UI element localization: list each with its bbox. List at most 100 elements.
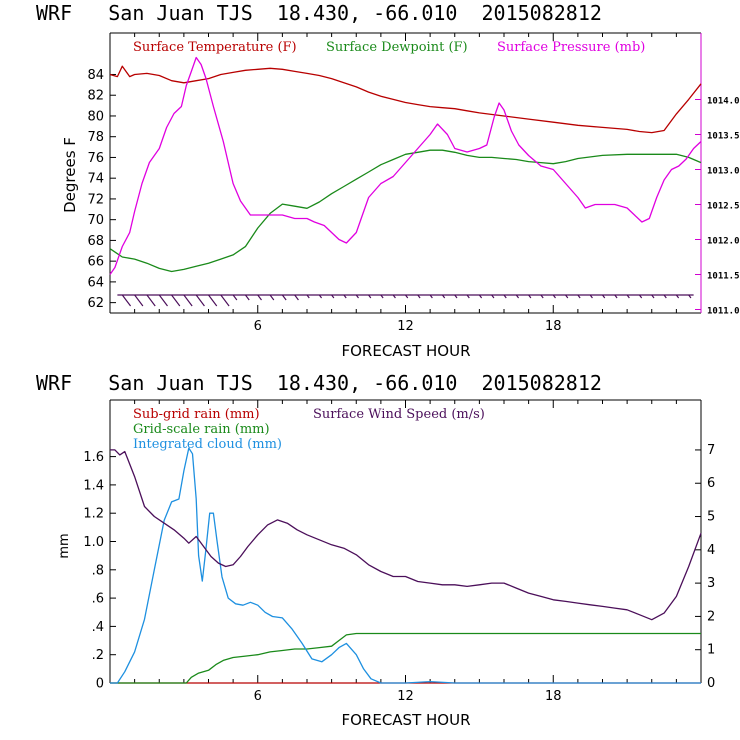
y-tick-label: 82 — [87, 89, 104, 104]
wind-barb — [663, 294, 667, 299]
wind-barb — [281, 294, 287, 301]
wind-barb — [528, 294, 532, 299]
x-tick-label: 6 — [254, 319, 262, 334]
y-tick-label: 68 — [87, 234, 104, 249]
y-tick-label: 80 — [87, 109, 104, 124]
x-tick-label: 12 — [397, 689, 414, 704]
wind-barb — [565, 294, 569, 299]
legend-pressure: Surface Pressure (mb) — [497, 40, 645, 55]
x-axis-label-1: FORECAST HOUR — [341, 342, 470, 360]
y-right-tick-label: 1012.0 — [707, 237, 740, 247]
y-tick-label: 1.4 — [83, 478, 104, 493]
y-right-tick-label: 7 — [707, 443, 715, 458]
y-tick-label: .2 — [92, 648, 104, 663]
y-right-tick-label: 1013.5 — [707, 132, 740, 142]
y-axis-label-1: Degrees F — [61, 137, 79, 213]
wind-barb — [368, 294, 372, 299]
y-tick-label: .8 — [92, 563, 104, 578]
y-tick-label: 72 — [87, 192, 104, 207]
gridscale-rain-line — [110, 632, 701, 684]
legend-subgrid-rain: Sub-grid rain (mm) — [133, 407, 260, 422]
y-right-tick-label: 5 — [707, 510, 715, 525]
wind-barb — [306, 294, 310, 299]
legend-wind-speed: Surface Wind Speed (m/s) — [313, 407, 485, 422]
wind-barb — [380, 294, 384, 299]
y-tick-label: 74 — [87, 172, 104, 187]
temperature-line — [109, 65, 702, 134]
wind-barb — [515, 294, 520, 299]
legend-temperature: Surface Temperature (F) — [133, 40, 297, 55]
wind-barb — [171, 294, 181, 307]
wind-barb — [675, 294, 680, 299]
wind-barb — [294, 294, 299, 301]
y-right-tick-label: 1 — [707, 643, 715, 658]
wind-barb — [651, 294, 655, 299]
y-right-tick-label: 1013.0 — [707, 167, 740, 177]
wind-barb — [318, 294, 323, 299]
y-right-tick-label: 1011.0 — [707, 307, 740, 317]
wind-speed-line — [110, 449, 702, 621]
wind-barb — [269, 294, 275, 301]
y-right-tick-label: 1014.0 — [707, 97, 740, 107]
y-tick-label: 1.6 — [83, 450, 104, 465]
wind-barb — [614, 294, 618, 299]
wind-barb — [405, 294, 409, 299]
wind-barb — [195, 294, 205, 307]
wind-barb — [158, 294, 168, 307]
legend-integrated-cloud: Integrated cloud (mm) — [133, 437, 282, 452]
y-tick-label: 1.0 — [83, 535, 104, 550]
y-axis-label-2: mm — [57, 533, 72, 558]
y-right-tick-label: 1012.5 — [707, 202, 740, 212]
wind-barb — [503, 294, 507, 299]
wind-barb — [478, 294, 483, 299]
x-tick-label: 18 — [545, 689, 562, 704]
wind-barb — [257, 294, 262, 301]
wind-barb — [638, 294, 643, 299]
wind-barb — [146, 294, 156, 307]
wind-barb — [355, 294, 359, 299]
panel-precipitation: WRF San Juan TJS 18.430, -66.010 2015082… — [36, 371, 715, 729]
wind-barb — [121, 294, 132, 307]
wind-barb — [343, 294, 347, 299]
wind-barb — [208, 294, 218, 307]
legend-2: Sub-grid rain (mm) Surface Wind Speed (m… — [133, 407, 485, 452]
wind-barb — [331, 294, 335, 299]
wind-barb — [602, 294, 606, 299]
y-tick-label: 78 — [87, 130, 104, 145]
y-tick-label: 66 — [87, 255, 104, 270]
wind-barb — [220, 294, 230, 307]
y-tick-label: 84 — [87, 68, 104, 83]
wind-barb — [392, 294, 396, 299]
wind-barb — [417, 294, 421, 299]
wind-barb — [552, 294, 556, 299]
x-tick-label: 6 — [254, 689, 262, 704]
panel-temperature: WRF San Juan TJS 18.430, -66.010 2015082… — [36, 1, 740, 360]
wind-barb — [232, 294, 238, 301]
y-tick-label: .6 — [92, 592, 104, 607]
wind-barb — [429, 294, 433, 299]
wind-barb — [577, 294, 581, 299]
wind-barb — [626, 294, 630, 299]
y-tick-label: .4 — [92, 620, 104, 635]
x-axis-label-2: FORECAST HOUR — [341, 711, 470, 729]
legend-1: Surface Temperature (F) Surface Dewpoint… — [133, 40, 645, 55]
y-right-tick-label: 4 — [707, 543, 715, 558]
x-tick-label: 18 — [545, 319, 562, 334]
y-tick-label: 70 — [87, 213, 104, 228]
y-right-tick-label: 3 — [707, 576, 715, 591]
wind-barb — [441, 294, 446, 299]
y-tick-label: 76 — [87, 151, 104, 166]
y-right-tick-label: 2 — [707, 609, 715, 624]
wind-barb — [589, 294, 593, 299]
wind-barb — [454, 294, 458, 299]
x-tick-label: 12 — [397, 319, 414, 334]
legend-gridscale-rain: Grid-scale rain (mm) — [133, 422, 270, 437]
wind-barb — [540, 294, 544, 299]
wind-barb — [466, 294, 470, 299]
wind-barb — [134, 294, 144, 307]
chart-title-1: WRF San Juan TJS 18.430, -66.010 2015082… — [36, 1, 602, 25]
y-tick-label: 62 — [87, 296, 104, 311]
dewpoint-line — [109, 149, 702, 273]
